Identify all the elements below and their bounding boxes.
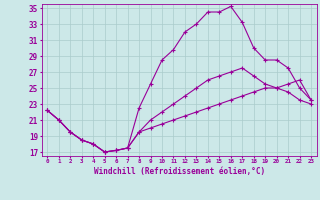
X-axis label: Windchill (Refroidissement éolien,°C): Windchill (Refroidissement éolien,°C) [94, 167, 265, 176]
